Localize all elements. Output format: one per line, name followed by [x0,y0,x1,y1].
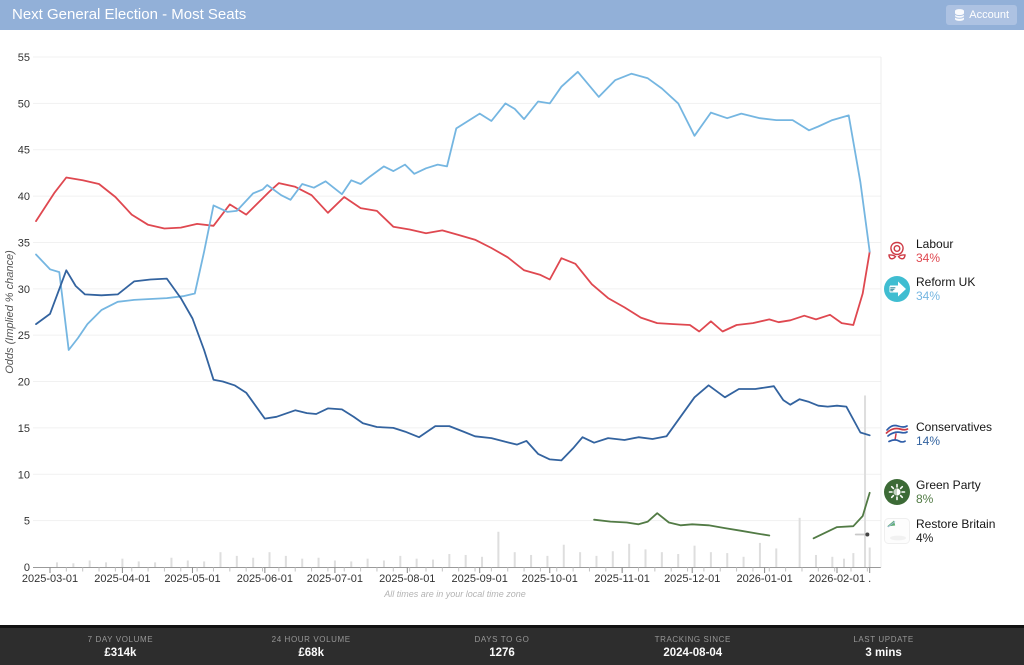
svg-text:2025-03-01: 2025-03-01 [22,573,78,585]
svg-text:5: 5 [24,516,30,528]
stat-tracking-since: TRACKING SINCE 2024-08-04 [597,635,788,659]
svg-text:55: 55 [18,52,30,64]
stat-label: TRACKING SINCE [654,634,731,644]
restore-britain-icon [884,517,910,544]
account-button[interactable]: Account [946,5,1017,25]
timezone-footnote: All times are in your local time zone [383,589,526,599]
svg-text:2025-06-01: 2025-06-01 [237,573,293,585]
stat-value: 2024-08-04 [663,646,723,659]
svg-text:2025-12-01: 2025-12-01 [664,573,720,585]
legend-item-conservatives[interactable]: Conservatives 14% [884,420,992,448]
series-line-restore-britain [854,532,870,537]
stat-24-hour-volume: 24 HOUR VOLUME £68k [216,635,407,659]
stat-days-to-go: DAYS TO GO 1276 [407,635,598,659]
legend-label: Green Party [916,477,981,492]
svg-text:20: 20 [18,377,30,389]
odds-line-chart[interactable]: 0 5 10 15 20 25 30 35 40 45 50 55 2025-03-01 2025-04-… [0,0,1024,620]
stat-last-update: LAST UPDATE 3 mins [788,635,979,659]
stat-label: 24 HOUR VOLUME [271,634,351,644]
svg-text:2025-10-01: 2025-10-01 [522,573,578,585]
page-title: Next General Election - Most Seats [12,6,247,23]
stat-label: 7 DAY VOLUME [87,634,154,644]
svg-text:25: 25 [18,330,30,342]
y-axis-title: Odds (Implied % chance) [4,250,16,374]
svg-text:2025-08-01: 2025-08-01 [379,573,435,585]
legend-label: Labour [916,236,954,251]
legend-percentage: 4% [916,530,934,545]
green-party-icon [884,478,910,505]
stat-7-day-volume: 7 DAY VOLUME £314k [25,635,216,659]
legend-label: Conservatives [916,420,993,435]
axis-ticks: 2025-03-01 2025-04-01 2025-05-01 2025-06-01… [22,567,871,585]
labour-rose-icon [884,238,910,264]
svg-text:15: 15 [18,423,30,435]
stat-value: £68k [298,646,324,659]
svg-text:2025-07-01: 2025-07-01 [307,573,363,585]
legend-item-green-party[interactable]: Green Party 8% [884,478,981,506]
svg-text:45: 45 [18,145,30,157]
svg-text:2025-11-01: 2025-11-01 [594,573,649,585]
svg-text:2025-09-01: 2025-09-01 [452,573,508,585]
restore-britain-end-dot [865,532,870,537]
header-bar: Next General Election - Most Seats Accou… [0,0,1024,30]
coins-icon [954,9,965,21]
stats-footer: 7 DAY VOLUME £314k 24 HOUR VOLUME £68k D… [0,625,1024,665]
svg-text:2026-02-01: 2026-02-01 [809,573,865,585]
legend-item-restore-britain[interactable]: Restore Britain 4% [884,517,995,545]
legend-item-reform-uk[interactable]: Reform UK 34% [884,275,975,303]
svg-text:35: 35 [18,237,30,249]
stat-label: LAST UPDATE [853,634,914,644]
svg-text:50: 50 [18,98,30,110]
legend-percentage: 14% [916,434,941,449]
legend-label: Reform UK [916,274,976,289]
svg-text:2025-04-01: 2025-04-01 [94,573,150,585]
svg-text:40: 40 [18,191,30,203]
reform-uk-arrow-icon [884,275,910,302]
legend-percentage: 34% [916,288,941,303]
svg-text:30: 30 [18,284,30,296]
series-line-labour [35,176,871,333]
series-line-green-party [593,491,871,540]
account-button-label: Account [969,9,1009,21]
legend-percentage: 34% [916,250,941,265]
svg-text:2025-05-01: 2025-05-01 [164,573,220,585]
series-line-reform-uk [35,70,871,351]
legend-item-labour[interactable]: Labour 34% [884,237,953,265]
volume-bars [56,395,871,567]
gridlines: 0 5 10 15 20 25 30 35 40 45 50 55 [18,52,881,574]
stat-value: £314k [104,646,137,659]
svg-text:2026-01-01: 2026-01-01 [736,573,792,585]
svg-text:10: 10 [18,469,30,481]
series-line-conservatives [35,269,871,462]
stat-value: 3 mins [865,646,902,659]
legend-percentage: 8% [916,491,934,506]
stat-label: DAYS TO GO [474,634,530,644]
stat-value: 1276 [489,646,515,659]
conservatives-tree-icon [884,421,910,447]
svg-text:0: 0 [24,562,30,574]
legend-label: Restore Britain [916,516,996,531]
svg-text:.: . [868,573,871,585]
